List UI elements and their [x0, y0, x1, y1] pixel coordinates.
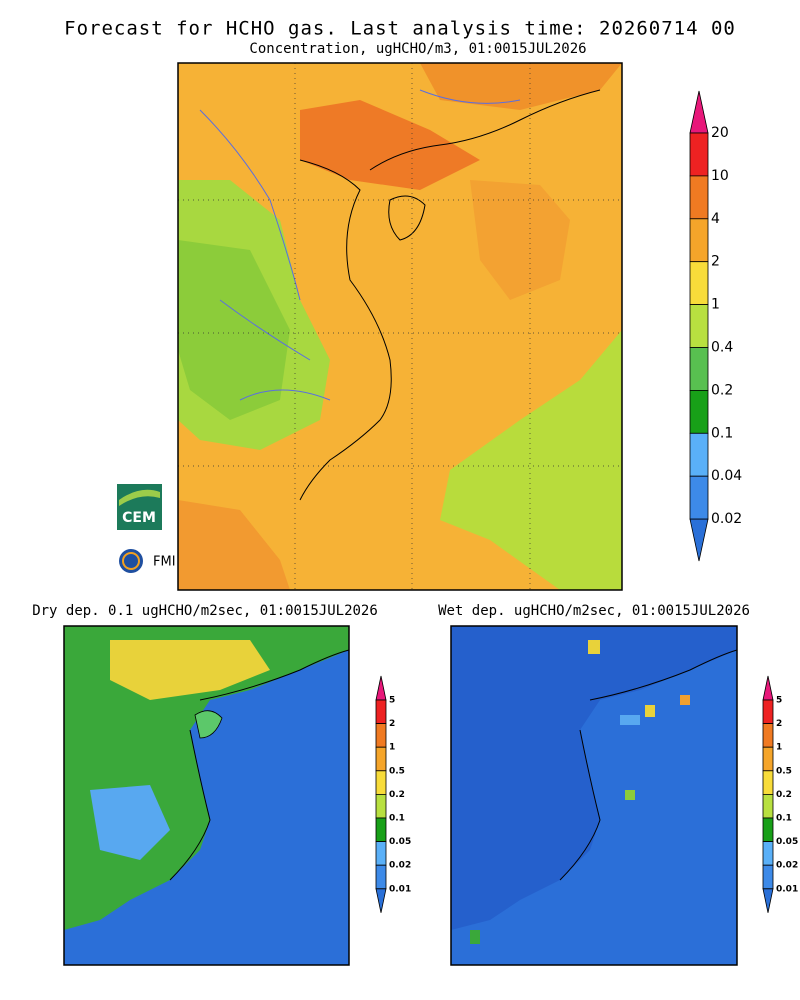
colorbar-under	[762, 888, 774, 913]
colorbar-segment	[762, 770, 774, 795]
colorbar-label: 2	[389, 719, 395, 729]
colorbar-label: 0.5	[776, 766, 792, 776]
colorbar-segment	[762, 841, 774, 866]
colorbar-segment	[762, 794, 774, 819]
colorbar-label: 0.2	[389, 790, 405, 800]
dry-map	[63, 625, 350, 966]
colorbar-segment	[689, 347, 709, 391]
colorbar-label: 20	[711, 125, 729, 141]
colorbar-segment	[375, 699, 387, 725]
colorbar-over	[375, 675, 387, 701]
main-subtitle: Concentration, ugHCHO/m3, 01:0015JUL2026	[249, 41, 586, 57]
colorbar-label: 0.4	[711, 340, 733, 356]
colorbar-label: 0.1	[711, 425, 733, 441]
colorbar-label: 1	[389, 743, 395, 753]
colorbar-segment	[762, 817, 774, 843]
colorbar-segment	[375, 864, 387, 890]
cem-logo: CEM	[117, 484, 162, 530]
colorbar-label: 0.02	[711, 511, 742, 527]
colorbar-segment	[762, 864, 774, 890]
colorbar-label: 0.05	[776, 837, 798, 847]
colorbar-segment	[762, 699, 774, 725]
colorbar-label: 2	[776, 719, 782, 729]
colorbar-under	[689, 518, 709, 562]
colorbar-segment	[762, 746, 774, 772]
colorbar-segment	[689, 475, 709, 520]
colorbar-segment	[689, 389, 709, 434]
colorbar-label: 0.02	[389, 861, 411, 871]
colorbar-label: 2	[711, 254, 720, 270]
colorbar-label: 5	[776, 696, 782, 706]
colorbar-segment	[375, 817, 387, 843]
figure-title: Forecast for HCHO gas. Last analysis tim…	[64, 18, 736, 40]
colorbar-label: 0.2	[776, 790, 792, 800]
fmi-logo: FMI	[119, 549, 176, 573]
colorbar-label: 0.2	[711, 382, 733, 398]
colorbar-label: 1	[776, 743, 782, 753]
colorbar-label: 4	[711, 211, 720, 227]
dry-title: Dry dep. 0.1 ugHCHO/m2sec, 01:0015JUL202…	[32, 603, 378, 619]
colorbar-segment	[689, 432, 709, 477]
cem-label: CEM	[122, 510, 156, 526]
colorbar-segment	[375, 723, 387, 748]
colorbar-segment	[375, 794, 387, 819]
colorbar-label: 0.1	[389, 814, 405, 824]
colorbar-label: 10	[711, 168, 729, 184]
colorbar-under	[375, 888, 387, 913]
colorbar-segment	[689, 175, 709, 220]
colorbar-over	[762, 675, 774, 701]
colorbar-segment	[689, 304, 709, 348]
colorbar-segment	[375, 770, 387, 795]
colorbar-label: 0.02	[776, 861, 798, 871]
main-map	[177, 62, 623, 591]
colorbar-segment	[689, 261, 709, 306]
colorbar-segment	[762, 723, 774, 748]
colorbar-label: 1	[711, 297, 720, 313]
colorbar-label: 0.1	[776, 814, 792, 824]
colorbar-label: 0.01	[776, 884, 798, 894]
colorbar-label: 5	[389, 696, 395, 706]
colorbar-label: 0.5	[389, 766, 405, 776]
fmi-label: FMI	[153, 555, 176, 570]
colorbar-label: 0.05	[389, 837, 411, 847]
colorbar-segment	[689, 132, 709, 177]
colorbar-label: 0.01	[389, 884, 411, 894]
colorbar-over	[689, 90, 709, 134]
colorbar-label: 0.04	[711, 468, 742, 484]
colorbar-segment	[375, 841, 387, 866]
wet-map	[450, 625, 738, 966]
colorbar-segment	[375, 746, 387, 772]
wet-title: Wet dep. ugHCHO/m2sec, 01:0015JUL2026	[438, 603, 750, 619]
colorbar-segment	[689, 218, 709, 263]
